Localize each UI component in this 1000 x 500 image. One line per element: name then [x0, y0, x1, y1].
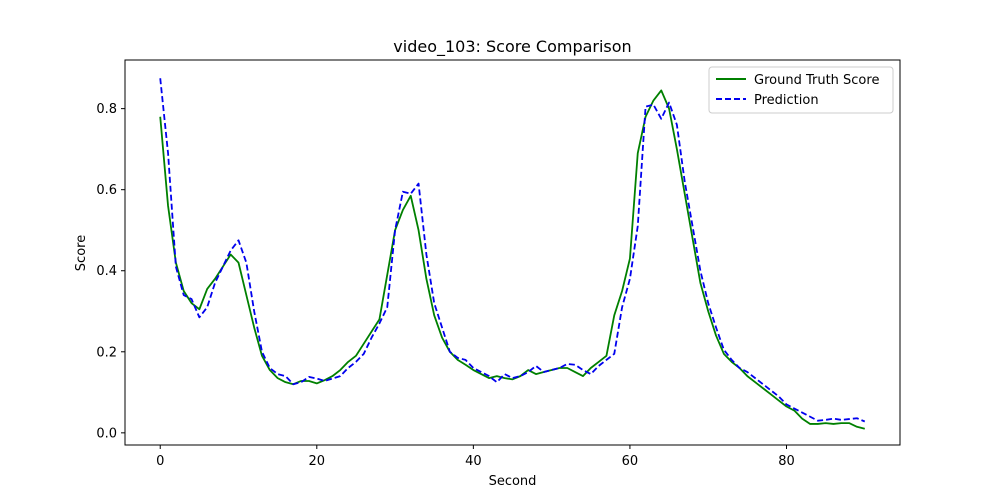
x-tick-label: 60	[622, 454, 639, 469]
y-tick-label: 0.0	[96, 426, 117, 441]
legend-label-ground-truth: Ground Truth Score	[754, 73, 879, 88]
y-tick-label: 0.6	[96, 183, 117, 198]
series-line-prediction	[159, 78, 866, 423]
x-tick-label: 40	[465, 454, 482, 469]
x-axis-label: Second	[489, 474, 537, 489]
x-tick-label: 80	[778, 454, 795, 469]
y-axis-label: Score	[74, 235, 89, 271]
chart-title: video_103: Score Comparison	[393, 37, 631, 57]
legend: Ground Truth Score Prediction	[708, 66, 894, 114]
x-tick-label: 20	[309, 454, 326, 469]
series-line-ground-truth	[159, 89, 865, 430]
series-layer	[159, 78, 866, 430]
legend-label-prediction: Prediction	[754, 93, 819, 108]
legend-box	[708, 66, 894, 114]
y-tick-label: 0.8	[96, 102, 117, 117]
y-tick-label: 0.4	[96, 264, 117, 279]
y-tick-label: 0.2	[96, 345, 117, 360]
plot-frame	[124, 59, 901, 446]
y-axis-ticks: 0.0 0.2 0.4 0.6 0.8	[96, 102, 125, 441]
plot-area	[125, 60, 900, 445]
x-tick-label: 0	[156, 454, 164, 469]
x-axis-ticks: 0 20 40 60 80	[156, 445, 795, 469]
